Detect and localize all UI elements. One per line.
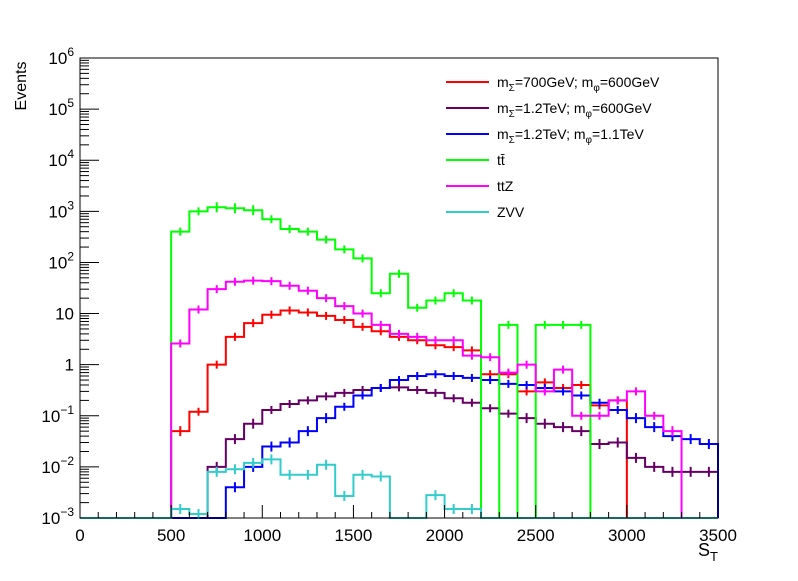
y-tick-exponent: 2 (67, 249, 74, 263)
x-axis-label-main: S (698, 540, 710, 560)
legend-label-part: =1.1TeV (592, 126, 644, 142)
legend-label-part: m (497, 74, 509, 90)
legend-label-part: =600GeV (600, 74, 660, 90)
series-line (80, 309, 718, 519)
legend-label-part: φ (593, 83, 600, 94)
legend-label-part: Σ (509, 83, 515, 94)
y-tick-exponent: 5 (67, 96, 74, 110)
series-5 (80, 276, 718, 519)
y-tick-label: 106 (48, 45, 74, 68)
y-tick-label: 102 (48, 249, 74, 272)
legend-label-part: ttZ (497, 178, 514, 194)
x-tick-label: 3500 (699, 526, 737, 545)
legend-label: ZVV (497, 204, 525, 220)
legend-item: mΣ=1.2TeV; mφ=1.1TeV (446, 126, 644, 146)
legend-label: tt̄ (497, 152, 505, 168)
x-tick-label: 1500 (335, 526, 373, 545)
y-tick-base: 1 (65, 356, 74, 375)
legend-item: tt̄ (446, 152, 505, 168)
y-tick-label: 10−3 (41, 505, 74, 528)
x-tick-label: 2000 (426, 526, 464, 545)
y-tick-label: 10−2 (41, 454, 74, 477)
series-line (80, 458, 718, 519)
y-tick-base: 10 (48, 202, 67, 221)
legend-label-part: =1.2TeV; m (515, 126, 586, 142)
x-tick-label: 1000 (243, 526, 281, 545)
y-tick-base: 10 (48, 253, 67, 272)
legend-item: mΣ=1.2TeV; mφ=600GeV (446, 100, 652, 120)
axis-layer: 0 500 1000 1500 2000 2500 3000 350010−310−210−1… (41, 45, 737, 545)
y-tick-base: 10 (48, 151, 67, 170)
y-tick-exponent: −1 (60, 403, 74, 417)
legend-label-part: ZVV (497, 204, 525, 220)
legend-label: ttZ (497, 178, 514, 194)
y-tick-base: 10 (55, 305, 74, 324)
series-2 (80, 383, 719, 519)
series-line (80, 386, 719, 519)
legend-label-part: =1.2TeV; m (515, 100, 586, 116)
y-tick-exponent: 3 (67, 198, 74, 212)
series-3 (80, 370, 719, 519)
legend-label-part: m (497, 126, 509, 142)
legend-label: mΣ=700GeV; mφ=600GeV (497, 74, 660, 94)
y-tick-base: 10 (48, 100, 67, 119)
legend-item: ttZ (446, 178, 514, 194)
series-line (80, 279, 718, 519)
y-tick-exponent: −2 (60, 454, 74, 468)
legend-label: mΣ=1.2TeV; mφ=600GeV (497, 100, 652, 120)
legend-item: ZVV (446, 204, 525, 220)
y-tick-exponent: 4 (67, 147, 74, 161)
legend-label-part: m (497, 100, 509, 116)
x-axis-label-sub: T (710, 549, 718, 564)
y-tick-label: 1 (65, 356, 74, 375)
y-tick-base: 10 (48, 49, 67, 68)
y-tick-label: 105 (48, 96, 74, 119)
legend-label-part: Σ (509, 135, 515, 146)
legend-label-part: tt̄ (497, 152, 505, 168)
series-6 (80, 454, 718, 519)
legend-label-part: φ (586, 109, 593, 120)
x-tick-label: 2500 (517, 526, 555, 545)
y-tick-label: 104 (48, 147, 74, 170)
legend-label-part: =600GeV (592, 100, 652, 116)
x-tick-label: 500 (157, 526, 185, 545)
x-tick-label: 3000 (608, 526, 646, 545)
y-tick-base: 10 (41, 407, 60, 426)
legend-label-part: Σ (509, 109, 515, 120)
y-tick-exponent: −3 (60, 505, 74, 519)
y-tick-label: 103 (48, 198, 74, 221)
legend-item: mΣ=700GeV; mφ=600GeV (446, 74, 660, 94)
y-tick-exponent: 6 (67, 45, 74, 59)
x-tick-label: 0 (75, 526, 84, 545)
x-axis-label: ST (698, 540, 718, 564)
plot-frame (79, 57, 719, 519)
legend-label: mΣ=1.2TeV; mφ=1.1TeV (497, 126, 644, 146)
series-line (80, 206, 718, 519)
series-line (80, 373, 719, 519)
series-1 (80, 306, 718, 519)
y-tick-base: 10 (41, 509, 60, 528)
legend-label-part: =700GeV; m (515, 74, 593, 90)
series-4 (80, 202, 718, 519)
y-axis-label: Events (13, 62, 30, 111)
y-tick-base: 10 (41, 458, 60, 477)
series-layer (80, 202, 719, 519)
legend-label-part: φ (586, 135, 593, 146)
y-tick-label: 10 (55, 305, 74, 324)
y-tick-label: 10−1 (41, 403, 74, 426)
